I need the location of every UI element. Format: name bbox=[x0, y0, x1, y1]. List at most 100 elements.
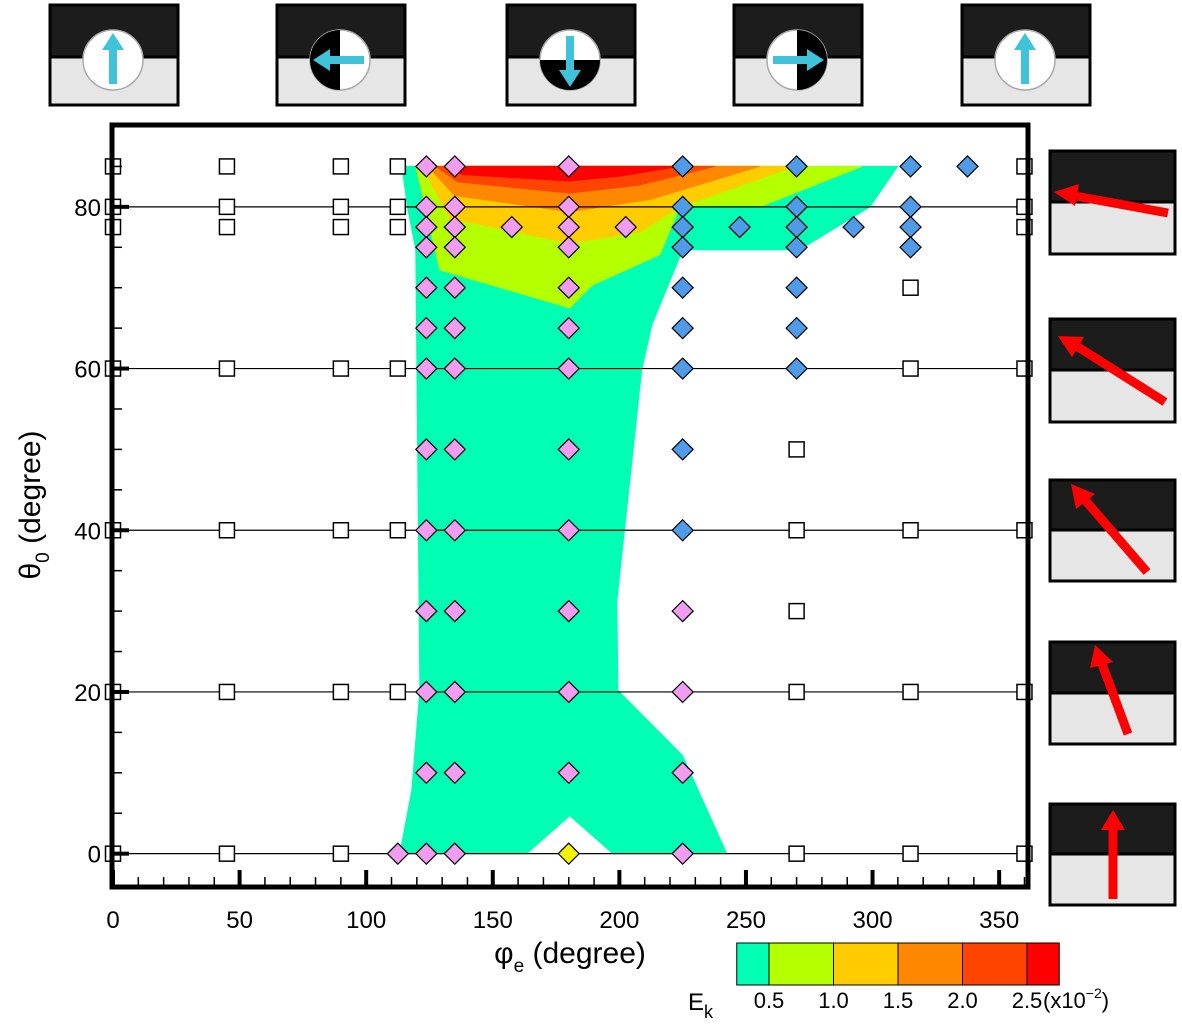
icon bbox=[960, 3, 1092, 107]
colorbar: 0.5 1.0 1.5 2.0 2.5 bbox=[736, 942, 1060, 1013]
x-tick-label: 300 bbox=[853, 907, 893, 934]
colorbar-tick-label: 0.5 bbox=[754, 988, 785, 1013]
diamond-marker bbox=[671, 518, 695, 542]
square-marker bbox=[788, 441, 805, 458]
square-marker bbox=[788, 845, 805, 862]
diamond-marker bbox=[671, 761, 695, 785]
diamond-marker bbox=[671, 438, 695, 461]
diamond-marker bbox=[671, 357, 695, 380]
diamond-marker bbox=[785, 276, 808, 300]
diamond-marker bbox=[899, 195, 922, 219]
diamond-marker bbox=[671, 316, 695, 340]
x-tick-label: 200 bbox=[599, 907, 639, 934]
diamond-marker bbox=[557, 276, 581, 300]
x-tick-label: 0 bbox=[106, 907, 119, 934]
colorbar-tick-label: 2.0 bbox=[947, 988, 978, 1013]
diamond-marker bbox=[500, 215, 524, 239]
points bbox=[104, 155, 1033, 866]
diamond-marker bbox=[785, 155, 808, 178]
colorbar-label-sub: k bbox=[704, 1002, 714, 1022]
diamond-marker bbox=[414, 155, 438, 178]
y-tick-label: 0 bbox=[88, 842, 101, 869]
diamond-marker bbox=[414, 357, 438, 380]
square-marker bbox=[389, 218, 407, 236]
diamond-marker bbox=[785, 357, 808, 380]
diamond-marker bbox=[671, 235, 695, 259]
diamond-marker bbox=[443, 316, 467, 340]
square-marker bbox=[788, 683, 805, 701]
plot-frame bbox=[109, 122, 1031, 890]
diamond-marker bbox=[443, 842, 467, 866]
x-axis-label: φe (degree) bbox=[494, 937, 646, 977]
diamond-marker bbox=[671, 155, 695, 178]
diamond-marker bbox=[443, 438, 467, 461]
y-tick-label: 40 bbox=[74, 518, 101, 545]
square-marker bbox=[902, 279, 919, 296]
icon bbox=[275, 3, 407, 107]
diamond-marker bbox=[443, 155, 467, 178]
diamond-marker bbox=[443, 761, 467, 785]
diamond-marker bbox=[557, 761, 581, 785]
diamond-marker bbox=[414, 680, 438, 704]
colorbar-swatch bbox=[768, 942, 834, 986]
y-label-symbol: θ bbox=[14, 563, 47, 580]
diamond-marker bbox=[728, 215, 751, 239]
square-marker bbox=[218, 522, 236, 539]
icon bbox=[1048, 149, 1177, 256]
square-marker bbox=[332, 522, 350, 539]
y-tick-label: 20 bbox=[74, 680, 101, 707]
square-marker bbox=[389, 360, 407, 377]
square-marker bbox=[332, 845, 350, 862]
diamond-marker bbox=[443, 518, 467, 542]
diamond-marker bbox=[557, 235, 581, 259]
x-tick-label: 250 bbox=[726, 907, 766, 934]
colorbar-swatch bbox=[1026, 942, 1060, 986]
square-marker bbox=[218, 198, 236, 216]
diamond-marker bbox=[557, 518, 581, 542]
x-tick-label: 100 bbox=[346, 907, 386, 934]
colorbar-unit-sup: −2 bbox=[1086, 985, 1102, 1001]
y-axis-label: θ0 (degree) bbox=[14, 431, 54, 580]
colorbar-tick-label: 1.5 bbox=[883, 988, 914, 1013]
y-tick-label: 60 bbox=[74, 357, 101, 384]
contours bbox=[399, 165, 899, 855]
square-marker bbox=[788, 602, 805, 620]
y-tick-label: 80 bbox=[74, 195, 101, 222]
diamond-marker bbox=[557, 599, 581, 623]
y-label-rest: (degree) bbox=[14, 431, 47, 553]
diamond-marker bbox=[414, 761, 438, 785]
diamond-marker bbox=[671, 842, 695, 866]
square-marker bbox=[902, 360, 919, 377]
colorbar-tick-label: 1.0 bbox=[818, 988, 849, 1013]
colorbar-swatch bbox=[962, 942, 1028, 986]
icon bbox=[1048, 640, 1177, 746]
colorbar-label-main: E bbox=[688, 989, 704, 1016]
diamond-marker bbox=[671, 276, 695, 300]
icon bbox=[505, 3, 637, 107]
diamond-marker bbox=[414, 438, 438, 461]
diamond-marker bbox=[671, 599, 695, 623]
diamond-marker bbox=[557, 680, 581, 704]
diamond-marker bbox=[414, 518, 438, 542]
side-icons bbox=[1048, 149, 1177, 907]
diamond-marker bbox=[557, 842, 581, 866]
icon bbox=[1048, 317, 1177, 424]
square-marker bbox=[389, 522, 407, 539]
x-tick-label: 350 bbox=[979, 907, 1019, 934]
diamond-marker bbox=[842, 215, 865, 239]
colorbar-unit-main: (x10 bbox=[1043, 988, 1086, 1013]
icon bbox=[732, 3, 864, 107]
top-icons bbox=[48, 3, 1092, 107]
square-marker bbox=[332, 218, 350, 236]
diamond-marker bbox=[414, 276, 438, 300]
square-marker bbox=[902, 522, 919, 539]
diamond-marker bbox=[443, 680, 467, 704]
diamond-marker bbox=[386, 842, 410, 866]
x-label-sub: e bbox=[514, 956, 525, 977]
square-marker bbox=[218, 158, 236, 175]
x-tick-label: 50 bbox=[226, 907, 253, 934]
colorbar-unit: (x10−2) bbox=[1043, 985, 1109, 1013]
square-marker bbox=[218, 845, 236, 862]
icon bbox=[1048, 802, 1177, 907]
diamond-marker bbox=[785, 316, 808, 340]
